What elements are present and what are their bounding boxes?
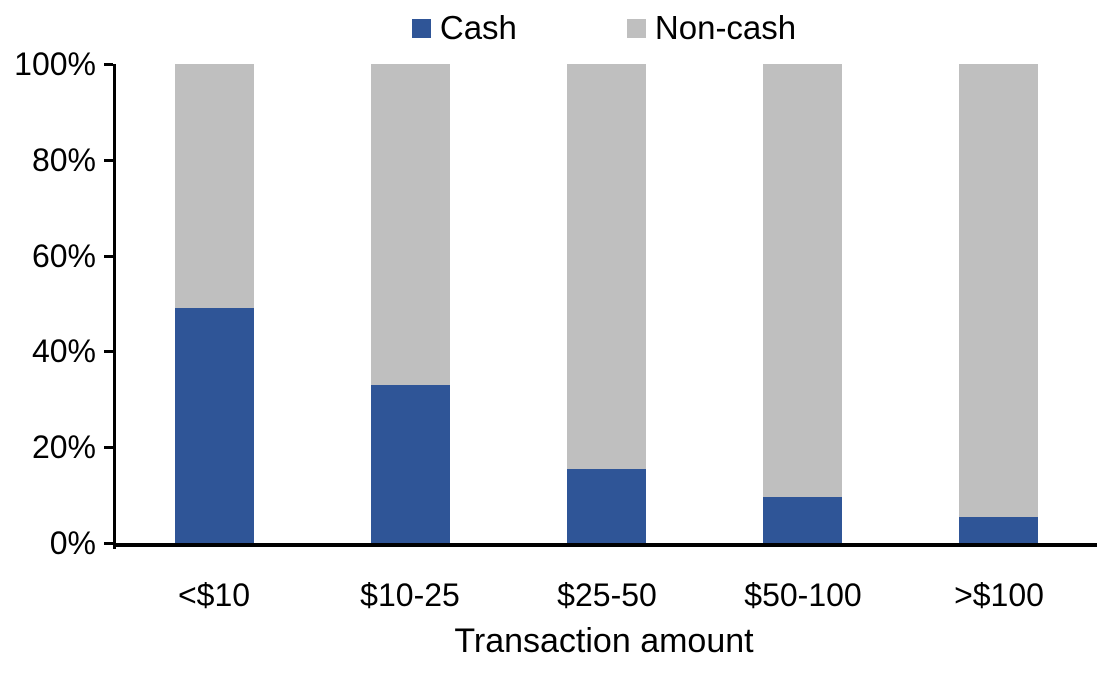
y-tick-label: 60% (31, 237, 96, 274)
legend-item-cash: Cash (411, 9, 517, 46)
cash-legend-label: Cash (439, 9, 517, 46)
bar-cash-4 (763, 497, 842, 543)
y-axis (113, 64, 116, 549)
y-tick-label: 100% (14, 46, 96, 82)
x-axis-title: Transaction amount (454, 622, 754, 660)
y-axis-tick (104, 158, 113, 162)
bar-cash-5 (959, 517, 1038, 543)
bar-noncash-2 (371, 64, 450, 385)
legend: Cash Non-cash (113, 8, 1095, 48)
y-axis-tick (104, 542, 113, 545)
bar-cash-1 (175, 308, 254, 543)
legend-item-noncash: Non-cash (626, 9, 797, 46)
y-axis-tick (104, 350, 113, 354)
x-tick-label: $50-100 (744, 577, 862, 613)
y-axis-tick (104, 63, 113, 66)
y-axis-tick (104, 446, 113, 450)
x-tick-label: >$100 (954, 577, 1044, 613)
x-tick-label: $10-25 (360, 577, 460, 613)
y-tick-label: 80% (31, 141, 96, 178)
bar-noncash-4 (763, 64, 842, 497)
bar-cash-3 (567, 469, 646, 543)
y-axis-tick (104, 254, 113, 258)
noncash-swatch-icon (626, 18, 646, 38)
bar-cash-2 (371, 385, 450, 543)
cash-swatch-icon (411, 18, 431, 38)
y-tick-label: 40% (31, 333, 96, 370)
x-tick-label: $25-50 (557, 577, 657, 613)
bar-noncash-3 (567, 64, 646, 469)
noncash-legend-label: Non-cash (654, 9, 797, 46)
bar-noncash-5 (959, 64, 1038, 517)
x-tick-label: <$10 (177, 577, 251, 613)
y-tick-label: 20% (31, 429, 96, 466)
x-axis (113, 543, 1097, 547)
bar-noncash-1 (175, 64, 254, 308)
y-tick-label: 0% (49, 525, 96, 561)
